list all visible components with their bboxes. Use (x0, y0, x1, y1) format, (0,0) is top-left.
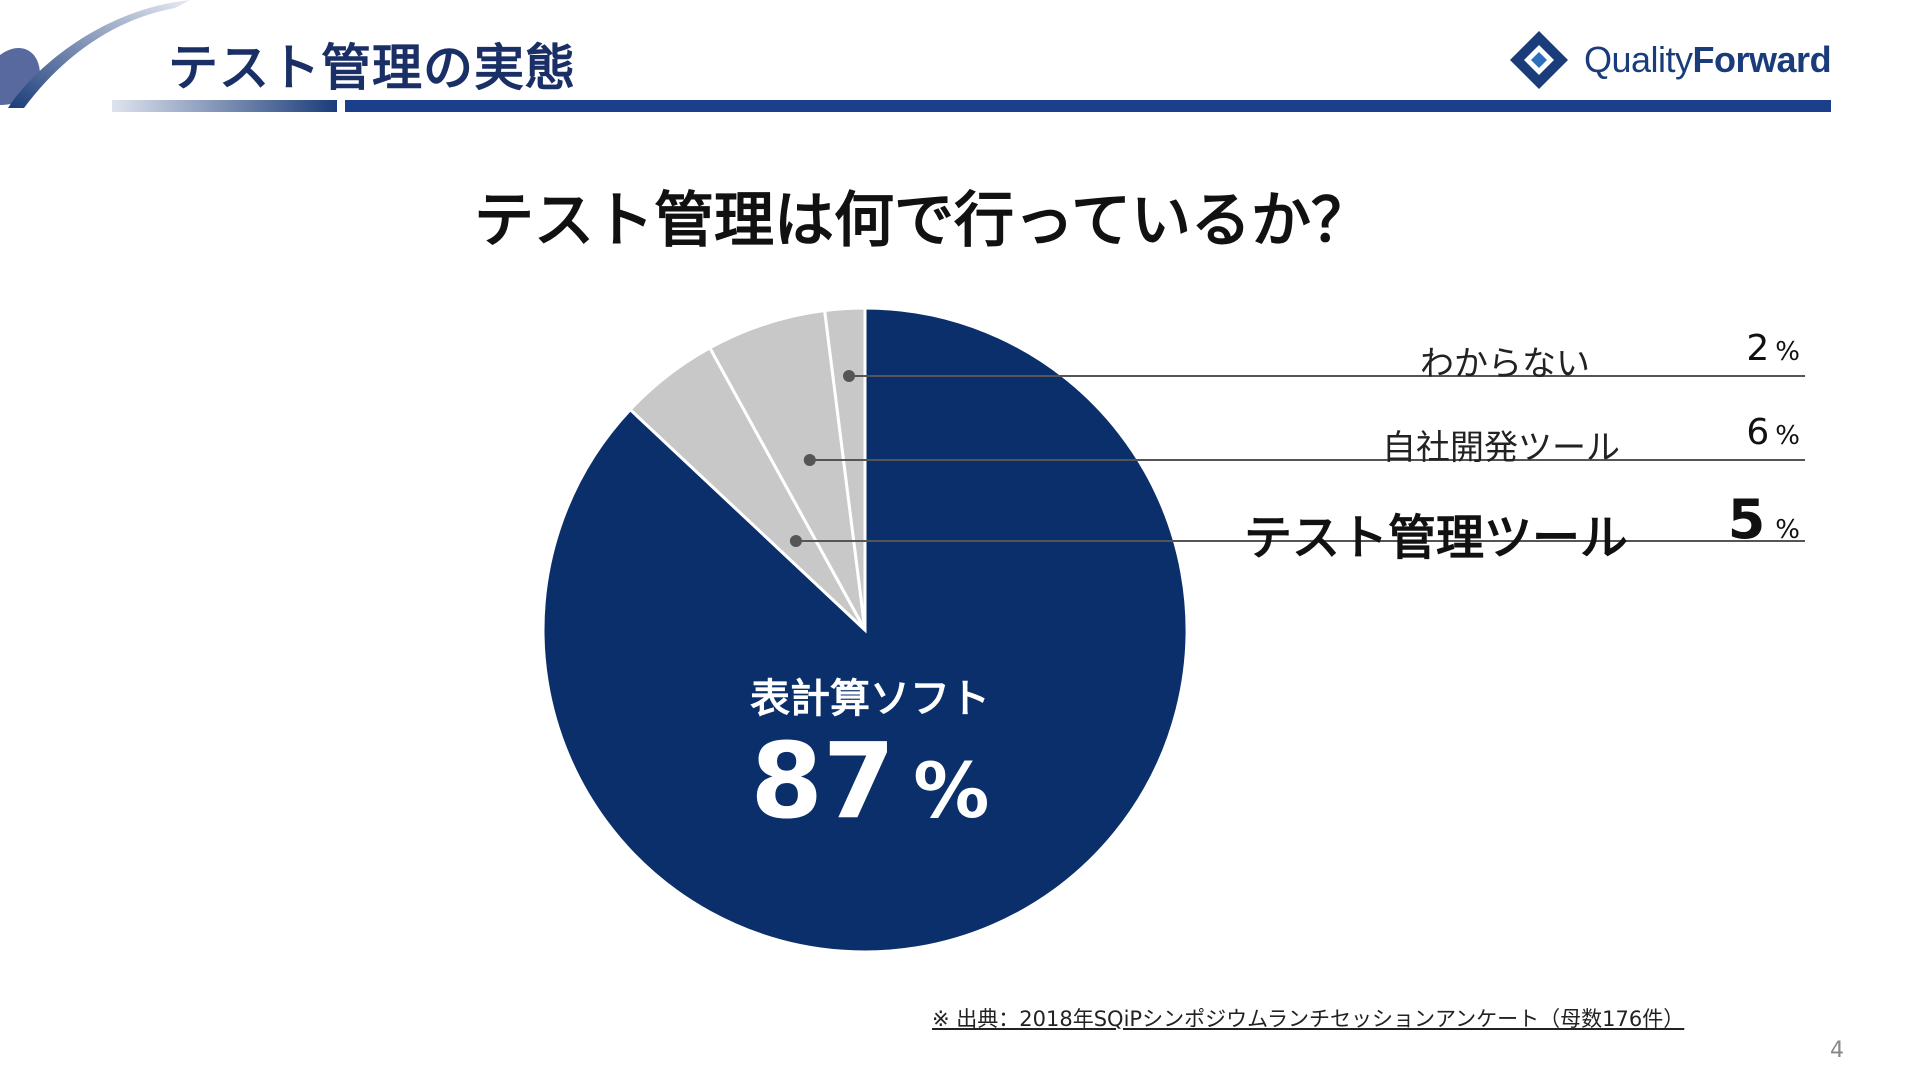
logo-text: QualityForward (1584, 39, 1832, 81)
leader-dot-3 (843, 370, 856, 382)
corner-swoosh-decoration (0, 0, 190, 108)
diamond-logo-icon (1510, 31, 1568, 89)
legend-value-unknown-number: 2 (1746, 328, 1770, 369)
legend-value-inhouse-tool: 6% (1700, 412, 1800, 453)
pie-main-slice-number: 87 (750, 720, 896, 842)
percent-sign: % (1775, 337, 1800, 367)
header-rule (345, 100, 1831, 112)
legend-label-unknown: わからない (1420, 344, 1590, 384)
pie-main-slice-value: 87% (700, 720, 1040, 842)
leader-dot-2 (803, 454, 816, 466)
legend-value-inhouse-tool-number: 6 (1746, 412, 1770, 453)
legend-value-test-management-tool-number: 5 (1727, 488, 1766, 551)
quality-forward-logo: QualityForward (1508, 28, 1832, 92)
legend-value-test-management-tool: 5% (1700, 488, 1800, 551)
chart-question-title: テスト管理は何で行っているか？ (474, 186, 1371, 256)
percent-sign: % (1775, 515, 1800, 545)
pie-main-slice-percent: % (913, 746, 990, 835)
legend-value-unknown: 2% (1700, 328, 1800, 369)
slide-title: テスト管理の実態 (168, 39, 576, 97)
pie-main-slice-label: 表計算ソフト (750, 676, 990, 722)
logo-text-forward: Forward (1692, 39, 1832, 80)
page-number: 4 (1830, 1038, 1844, 1063)
logo-text-quality: Quality (1584, 39, 1693, 80)
pie-slice-2 (707, 308, 867, 631)
header-rule-accent (112, 100, 337, 112)
legend-label-inhouse-tool: 自社開発ツール (1382, 428, 1620, 468)
percent-sign: % (1775, 421, 1800, 451)
source-note: ※ 出典：2018年SQiPシンポジウムランチセッションアンケート（母数176件… (932, 1007, 1685, 1031)
leader-dot-1 (789, 534, 802, 547)
legend-label-test-management-tool: テスト管理ツール (1243, 510, 1628, 566)
pie-slice-3 (822, 306, 867, 631)
